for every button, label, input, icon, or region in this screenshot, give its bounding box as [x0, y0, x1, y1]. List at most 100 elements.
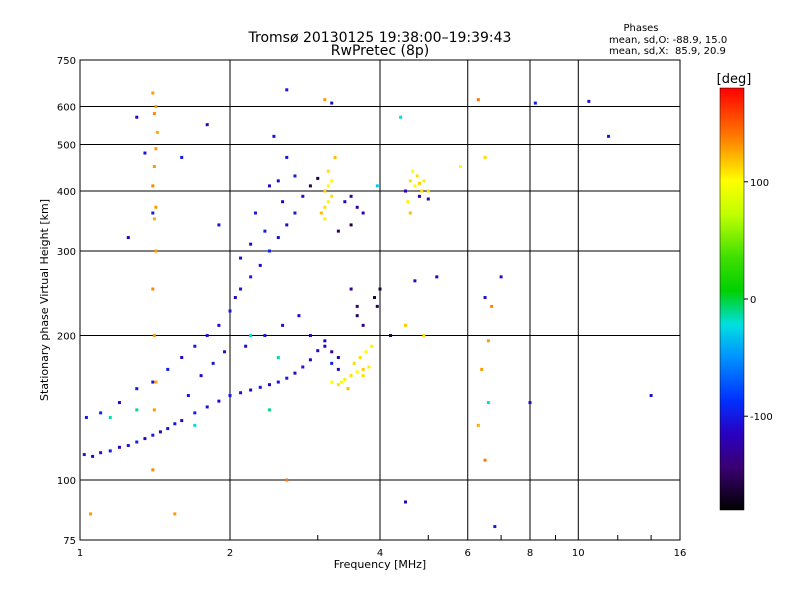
data-point: [99, 411, 103, 415]
data-point: [205, 123, 209, 127]
data-point: [308, 334, 312, 338]
data-point: [378, 287, 382, 291]
data-point: [180, 155, 184, 159]
x-tick-label: 10: [572, 548, 585, 559]
data-point: [249, 388, 253, 392]
data-point: [408, 211, 412, 215]
y-tick-label: 400: [57, 187, 76, 198]
data-point: [343, 200, 347, 204]
data-point: [276, 179, 280, 183]
data-point: [399, 115, 403, 119]
x-tick-label: 16: [674, 548, 687, 559]
data-point: [364, 350, 368, 354]
data-point: [135, 408, 139, 412]
data-point: [126, 444, 130, 448]
data-point: [99, 451, 103, 455]
data-point: [323, 339, 327, 343]
x-tick-label: 1: [77, 548, 83, 559]
data-point: [323, 344, 327, 348]
data-point: [193, 423, 197, 427]
data-point: [483, 155, 487, 159]
data-point: [135, 440, 139, 444]
data-point: [82, 453, 86, 457]
phases-label: Phases: [623, 23, 658, 34]
data-point: [330, 101, 334, 105]
data-point: [199, 374, 203, 378]
data-point: [285, 88, 289, 92]
x-tick-label: 6: [465, 548, 471, 559]
data-point: [528, 401, 532, 405]
data-point: [180, 419, 184, 423]
data-point: [267, 184, 271, 188]
colorbar-unit-label: [deg]: [717, 72, 752, 87]
data-point: [258, 263, 262, 267]
data-point: [285, 155, 289, 159]
data-point: [186, 394, 190, 398]
data-point: [293, 174, 297, 178]
data-point: [267, 408, 271, 412]
data-point: [355, 314, 359, 318]
data-point: [301, 194, 305, 198]
data-point: [166, 427, 170, 431]
data-point: [166, 367, 170, 371]
data-point: [413, 184, 417, 188]
y-tick-label: 200: [57, 332, 76, 343]
data-point: [267, 383, 271, 387]
data-points: [82, 88, 653, 529]
data-point: [323, 205, 327, 209]
data-point: [239, 391, 243, 395]
y-axis-ticks: 75 100 200 300 400 500 600 750: [57, 56, 76, 547]
phase-stats-o: mean, sd,O: -88.9, 15.0: [609, 35, 727, 46]
data-point: [486, 401, 490, 405]
data-point: [84, 415, 88, 419]
data-point: [281, 200, 285, 204]
data-point: [370, 344, 374, 348]
data-point: [417, 181, 421, 185]
colorbar-tick-label: 100: [750, 178, 769, 189]
data-point: [154, 380, 158, 384]
data-point: [373, 296, 377, 300]
data-point: [330, 350, 334, 354]
data-point: [417, 194, 421, 198]
data-point: [281, 323, 285, 327]
data-point: [316, 349, 320, 353]
data-point: [152, 408, 156, 412]
data-point: [143, 437, 147, 441]
data-point: [151, 287, 155, 291]
data-point: [117, 401, 121, 405]
data-point: [375, 304, 379, 308]
data-point: [336, 383, 340, 387]
data-point: [258, 385, 262, 389]
data-point: [403, 323, 407, 327]
data-point: [493, 525, 497, 529]
colorbar-gradient: [719, 87, 745, 511]
data-point: [361, 323, 365, 327]
data-point: [486, 339, 490, 343]
data-point: [152, 217, 156, 221]
data-point: [420, 189, 424, 193]
data-point: [276, 380, 280, 384]
data-point: [330, 194, 334, 198]
data-point: [263, 229, 267, 233]
data-point: [154, 205, 158, 209]
data-point: [326, 169, 330, 173]
data-point: [89, 512, 93, 516]
chart-subtitle: RwPretec (8p): [331, 43, 429, 59]
data-point: [173, 512, 177, 516]
data-point: [297, 314, 301, 318]
data-point: [285, 376, 289, 380]
data-point: [117, 445, 121, 449]
data-point: [233, 296, 237, 300]
data-point: [355, 205, 359, 209]
data-point: [343, 377, 347, 381]
data-point: [316, 176, 320, 180]
data-point: [135, 115, 139, 119]
data-point: [458, 164, 462, 168]
data-point: [253, 211, 257, 215]
y-tick-label: 75: [63, 536, 76, 547]
data-point: [91, 454, 95, 458]
data-point: [346, 387, 350, 391]
data-point: [408, 179, 412, 183]
data-point: [336, 229, 340, 233]
data-point: [217, 323, 221, 327]
